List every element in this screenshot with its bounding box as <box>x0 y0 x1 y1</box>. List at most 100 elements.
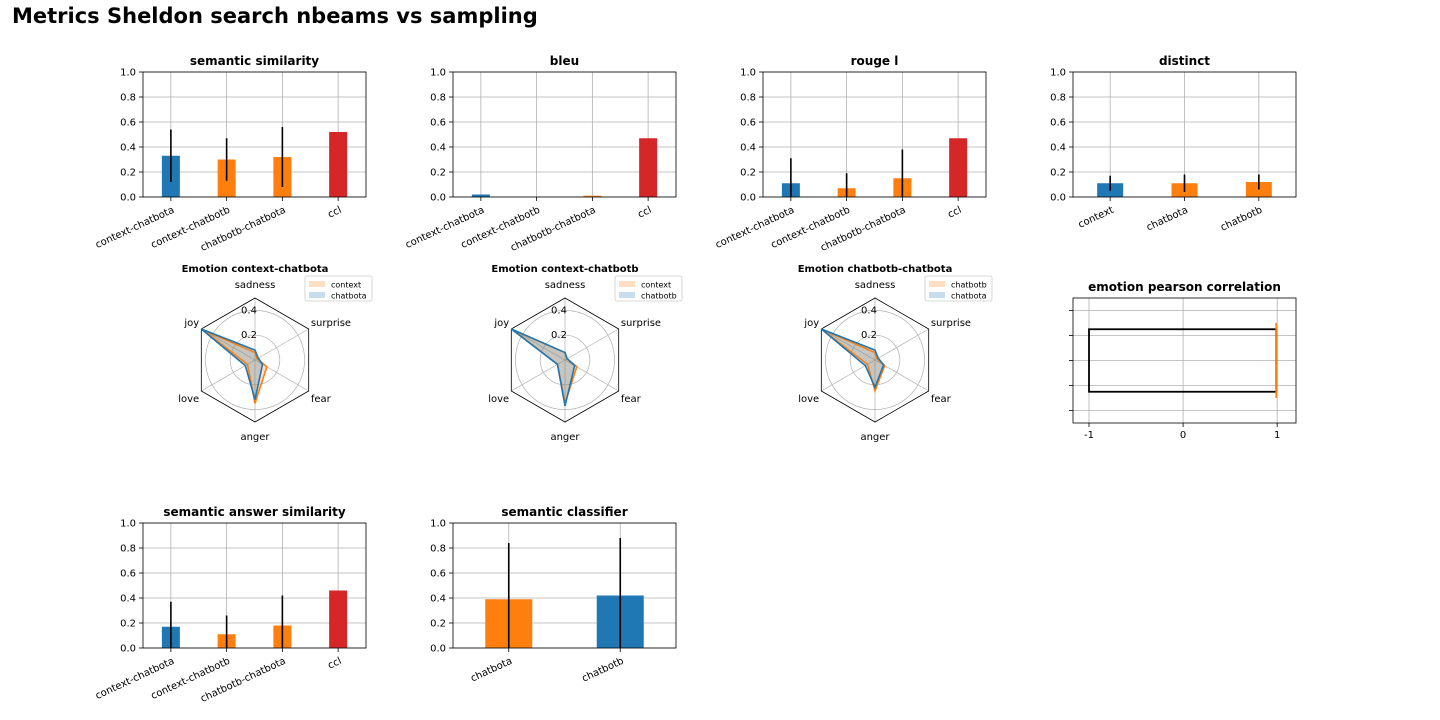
radar-axis-label: surprise <box>621 318 661 329</box>
legend-swatch <box>309 281 325 287</box>
chart-title: emotion pearson correlation <box>1088 280 1281 294</box>
axes-frame <box>1072 297 1297 424</box>
radar-axis-label: joy <box>493 318 509 329</box>
chart-title: bleu <box>550 54 579 68</box>
ytick-label: 1.0 <box>1050 68 1066 79</box>
radar-axis-label: anger <box>860 432 890 443</box>
xtick-label: ccl <box>326 205 343 221</box>
radar-line <box>820 328 885 390</box>
axes-frame <box>452 71 677 198</box>
bar-chart-semantic_similarity: 0.00.20.40.60.81.0context-chatbotacontex… <box>94 54 367 254</box>
ytick-label: 0.2 <box>740 168 756 179</box>
bar <box>949 138 968 197</box>
radar-axis-label: surprise <box>931 318 971 329</box>
legend-label: context <box>331 281 361 290</box>
radar-axis-label: joy <box>183 318 199 329</box>
radar-spoke <box>254 328 309 361</box>
radar-axis-label: joy <box>803 318 819 329</box>
xtick-label: ccl <box>636 205 653 221</box>
bar <box>329 590 348 648</box>
chart-title: semantic answer similarity <box>163 505 346 519</box>
ytick-label: 1.0 <box>120 68 136 79</box>
ytick-label: 1.0 <box>430 68 446 79</box>
ytick-label: 0.8 <box>430 544 446 555</box>
xtick-label: ccl <box>946 205 963 221</box>
radar-chart-emotion_context_chatbotb: 0.2 0.4 sadness surprise fear anger love joy Emo… <box>488 264 683 443</box>
ytick-label: 0.8 <box>120 544 136 555</box>
radar-rtick-label: 0.2 <box>241 330 257 341</box>
ytick-label: 0.4 <box>430 143 446 154</box>
radar-area <box>513 330 577 404</box>
xtick-label: 0 <box>1180 430 1186 441</box>
radar-spoke <box>564 328 619 361</box>
ytick-label: 0.0 <box>1050 193 1066 204</box>
radar-line <box>200 328 264 400</box>
bar <box>639 138 658 197</box>
radar-axis-label: sadness <box>235 280 276 291</box>
chart-title: distinct <box>1159 54 1210 68</box>
bar <box>329 132 348 197</box>
xtick-label: chatbotb <box>580 656 625 685</box>
axes-frame <box>142 71 367 198</box>
ytick-label: 0.2 <box>430 619 446 630</box>
ytick-label: 0.0 <box>120 193 136 204</box>
chart-title: Emotion context-chatbota <box>182 264 329 275</box>
ytick-label: 0.6 <box>120 569 136 580</box>
ytick-label: 0.6 <box>120 118 136 129</box>
legend-box <box>614 275 683 302</box>
chart-title: semantic classifier <box>501 505 627 519</box>
legend-swatch <box>309 292 325 298</box>
ytick-label: 0.8 <box>120 93 136 104</box>
ytick-label: 0.4 <box>120 143 136 154</box>
radar-axis-label: sadness <box>545 280 586 291</box>
bar-chart-semantic_answer_similarity: 0.00.20.40.60.81.0context-chatbotacontex… <box>94 505 367 705</box>
legend-label: chatbotb <box>641 292 677 301</box>
ytick-label: 1.0 <box>120 519 136 530</box>
ytick-label: 0.6 <box>430 569 446 580</box>
radar-axis-label: love <box>178 394 199 405</box>
ytick-label: 0.2 <box>120 168 136 179</box>
radar-axis-label: fear <box>311 394 332 405</box>
bar-chart-rouge_l: 0.00.20.40.60.81.0context-chatbotacontex… <box>714 54 987 254</box>
legend-swatch <box>929 281 945 287</box>
ytick-label: 0.8 <box>740 93 756 104</box>
legend-label: chatbota <box>951 292 987 301</box>
chart-title: Emotion chatbotb-chatbota <box>798 264 953 275</box>
chart-title: Emotion context-chatbotb <box>491 264 638 275</box>
radar-rtick-label: 0.4 <box>241 305 257 316</box>
radar-area <box>511 329 575 406</box>
radar-axis-label: fear <box>931 394 952 405</box>
radar-rtick-label: 0.4 <box>861 305 877 316</box>
legend-box <box>304 275 373 302</box>
chart-title: rouge l <box>851 54 899 68</box>
box-chart-emotion_pearson_correlation: -1 0 1 emotion pearson correlation <box>1069 280 1297 441</box>
legend-swatch <box>929 292 945 298</box>
legend-label: chatbota <box>331 292 367 301</box>
radar-axis-label: love <box>488 394 509 405</box>
ytick-label: 0.4 <box>120 594 136 605</box>
ytick-label: 0.4 <box>1050 143 1066 154</box>
ytick-label: 0.4 <box>740 143 756 154</box>
radar-rtick-label: 0.2 <box>551 330 567 341</box>
radar-spoke <box>821 328 876 361</box>
ytick-label: 0.2 <box>120 619 136 630</box>
radar-spoke <box>201 328 256 361</box>
ytick-label: 0.4 <box>430 594 446 605</box>
xtick-label: chatbotb <box>1219 205 1264 234</box>
radar-rtick-label: 0.4 <box>551 305 567 316</box>
radar-axis-label: anger <box>240 432 270 443</box>
radar-axis-label: surprise <box>311 318 351 329</box>
radar-axis-label: love <box>798 394 819 405</box>
chart-title: semantic similarity <box>190 54 319 68</box>
radar-axis-label: anger <box>550 432 580 443</box>
radar-spoke <box>201 359 256 392</box>
radar-spoke <box>511 359 566 392</box>
radar-area <box>821 329 884 388</box>
radar-area <box>821 329 885 391</box>
radar-spoke <box>821 359 876 392</box>
ytick-label: 1.0 <box>430 519 446 530</box>
axes-frame <box>762 71 987 198</box>
xtick-label: chatbota <box>469 656 514 685</box>
